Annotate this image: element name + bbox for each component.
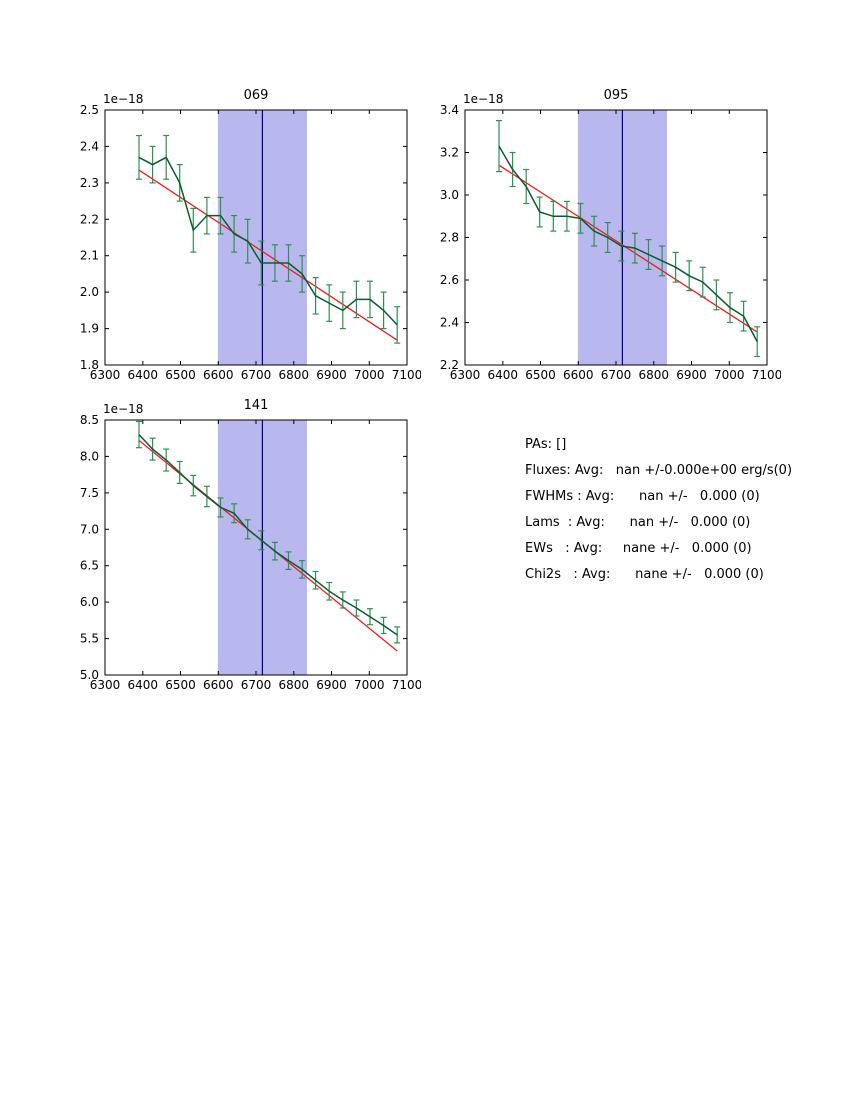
spectrum-chart-141: 6300 6400 6500 6600 6700 6800 6900 7000 7100 5.0 5… (59, 392, 422, 701)
stats-line-pas: PAs: [] (525, 437, 567, 452)
svg-text:6300: 6300 (90, 368, 121, 382)
svg-text:1.9: 1.9 (80, 322, 99, 336)
svg-text:3.4: 3.4 (440, 103, 459, 117)
svg-text:5.0: 5.0 (80, 668, 99, 682)
svg-text:6400: 6400 (128, 368, 159, 382)
svg-text:7000: 7000 (354, 678, 385, 692)
spectrum-chart-069: 6300 6400 6500 6600 6700 6800 6900 7000 7100 1.8 1… (59, 82, 422, 391)
svg-text:6700: 6700 (241, 368, 272, 382)
svg-text:5.5: 5.5 (80, 632, 99, 646)
svg-text:095: 095 (604, 88, 629, 103)
svg-text:6500: 6500 (165, 678, 196, 692)
svg-text:6500: 6500 (165, 368, 196, 382)
svg-text:6400: 6400 (128, 678, 159, 692)
svg-text:6700: 6700 (241, 678, 272, 692)
svg-text:2.4: 2.4 (440, 316, 459, 330)
svg-text:7.0: 7.0 (80, 522, 99, 536)
stats-line-lams: Lams : Avg: nan +/- 0.000 (0) (525, 515, 751, 530)
svg-text:7.5: 7.5 (80, 486, 99, 500)
svg-text:1.8: 1.8 (80, 358, 99, 372)
svg-text:7000: 7000 (354, 368, 385, 382)
svg-text:069: 069 (244, 88, 269, 103)
svg-text:6400: 6400 (488, 368, 519, 382)
svg-text:2.4: 2.4 (80, 139, 99, 153)
svg-text:7100: 7100 (392, 678, 421, 692)
stats-block: PAs: [] Fluxes: Avg: nan +/-0.000e+00 er… (525, 432, 792, 588)
svg-text:2.0: 2.0 (80, 285, 99, 299)
svg-text:8.0: 8.0 (80, 449, 99, 463)
svg-text:1e−18: 1e−18 (103, 92, 143, 106)
svg-text:7000: 7000 (714, 368, 745, 382)
svg-text:6.5: 6.5 (80, 559, 99, 573)
svg-text:6600: 6600 (203, 368, 234, 382)
svg-text:1e−18: 1e−18 (463, 92, 503, 106)
svg-text:3.2: 3.2 (440, 146, 459, 160)
svg-text:2.2: 2.2 (80, 212, 99, 226)
svg-text:6300: 6300 (90, 678, 121, 692)
svg-text:141: 141 (244, 398, 269, 413)
svg-text:8.5: 8.5 (80, 413, 99, 427)
stats-line-fwhms: FWHMs : Avg: nan +/- 0.000 (0) (525, 489, 760, 504)
svg-text:2.5: 2.5 (80, 103, 99, 117)
svg-text:6800: 6800 (279, 678, 310, 692)
svg-text:2.8: 2.8 (440, 231, 459, 245)
svg-text:6900: 6900 (316, 368, 347, 382)
svg-text:2.6: 2.6 (440, 273, 459, 287)
svg-text:6600: 6600 (563, 368, 594, 382)
spectrum-chart-095: 6300 6400 6500 6600 6700 6800 6900 7000 7100 2.2 2… (419, 82, 782, 391)
svg-text:6.0: 6.0 (80, 595, 99, 609)
svg-text:7100: 7100 (752, 368, 781, 382)
svg-text:6300: 6300 (450, 368, 481, 382)
svg-text:6800: 6800 (639, 368, 670, 382)
stats-line-chi2s: Chi2s : Avg: nane +/- 0.000 (0) (525, 567, 764, 582)
svg-text:6600: 6600 (203, 678, 234, 692)
stats-line-ews: EWs : Avg: nane +/- 0.000 (0) (525, 541, 752, 556)
svg-text:6900: 6900 (316, 678, 347, 692)
svg-text:7100: 7100 (392, 368, 421, 382)
svg-text:2.3: 2.3 (80, 176, 99, 190)
svg-text:2.2: 2.2 (440, 358, 459, 372)
stats-line-fluxes: Fluxes: Avg: nan +/-0.000e+00 erg/s(0) (525, 463, 793, 478)
svg-text:6900: 6900 (676, 368, 707, 382)
svg-text:3.0: 3.0 (440, 188, 459, 202)
svg-text:6800: 6800 (279, 368, 310, 382)
svg-text:2.1: 2.1 (80, 249, 99, 263)
svg-text:1e−18: 1e−18 (103, 402, 143, 416)
svg-text:6700: 6700 (601, 368, 632, 382)
svg-text:6500: 6500 (525, 368, 556, 382)
